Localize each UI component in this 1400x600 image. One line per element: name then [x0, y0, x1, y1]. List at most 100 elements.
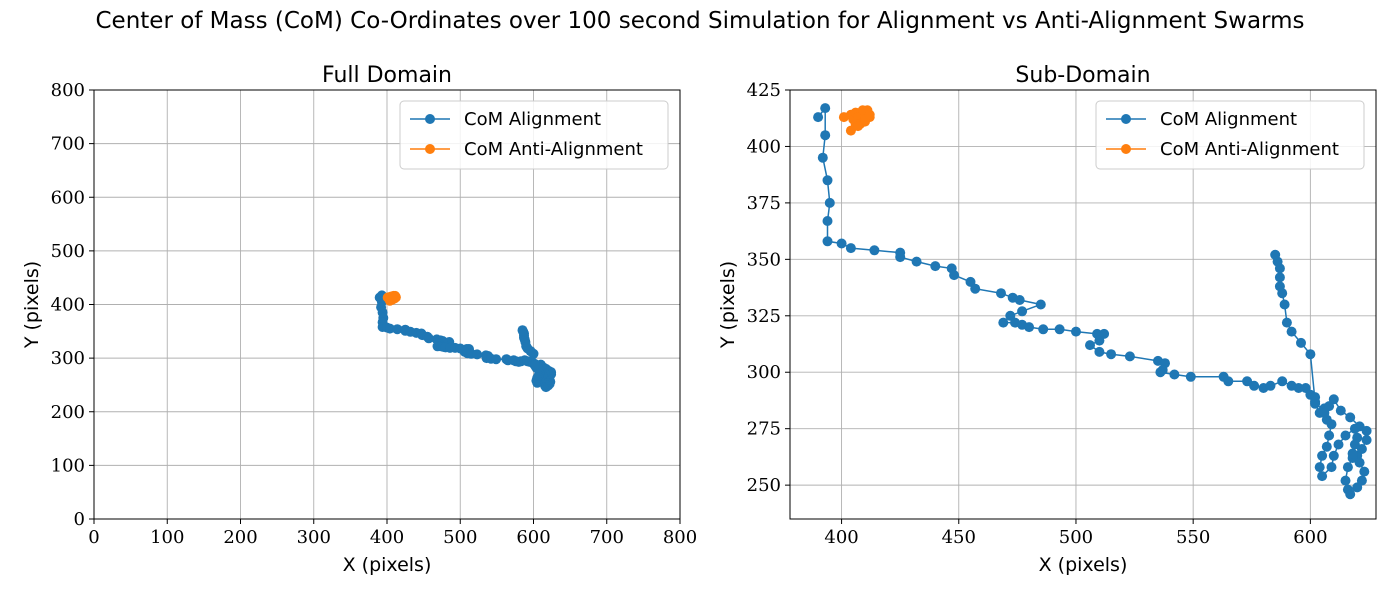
data-point	[1335, 405, 1346, 416]
data-point	[1328, 450, 1339, 461]
data-point	[1094, 346, 1105, 357]
data-point	[1249, 380, 1260, 391]
y-tick-label: 500	[51, 241, 85, 262]
data-point	[1017, 306, 1028, 317]
data-point	[1347, 448, 1358, 459]
data-point	[1354, 457, 1365, 468]
x-tick-label: 500	[1059, 527, 1093, 548]
data-point	[1321, 441, 1332, 452]
data-point	[392, 324, 403, 335]
data-point	[1333, 439, 1344, 450]
axes-sub-domain: 400 450 500 550 600 250 275 300 325 350 375 400 425 S…	[717, 63, 1377, 576]
y-tick-label: 350	[747, 249, 781, 270]
data-point	[1349, 423, 1360, 434]
data-point	[853, 121, 863, 132]
data-point	[530, 360, 540, 371]
data-point	[1326, 462, 1337, 473]
data-point	[911, 256, 922, 267]
data-point	[1319, 407, 1330, 418]
x-tick-label: 400	[824, 527, 858, 548]
legend-label: CoM Anti-Alignment	[464, 139, 643, 160]
data-point	[1310, 396, 1321, 407]
y-tick-label: 400	[747, 136, 781, 157]
data-point	[1038, 324, 1049, 335]
series-alignment	[813, 103, 1372, 500]
data-point	[1277, 376, 1288, 387]
data-point	[472, 349, 483, 360]
legend-marker	[425, 114, 435, 124]
data-point	[1340, 475, 1351, 486]
y-tick-label: 400	[51, 295, 85, 316]
data-point	[1296, 337, 1306, 348]
legend-box	[1095, 100, 1365, 170]
legend: CoM Alignment CoM Anti-Alignment	[399, 100, 669, 170]
legend-label: CoM Alignment	[1160, 109, 1297, 130]
data-point	[824, 197, 835, 208]
data-point	[1274, 281, 1285, 292]
legend: CoM Alignment CoM Anti-Alignment	[1095, 100, 1365, 170]
data-point	[1281, 317, 1292, 328]
y-tick-label: 700	[51, 134, 85, 155]
data-point	[822, 216, 833, 226]
axes-full-domain: 0 100 200 300 400 500 600 700 800 0 100 200 300 400 50…	[21, 63, 697, 576]
data-point	[820, 130, 831, 141]
legend-entry: CoM Anti-Alignment	[1106, 139, 1339, 160]
data-point	[1094, 335, 1105, 346]
y-tick-label: 425	[747, 80, 781, 101]
legend-marker	[1121, 144, 1131, 154]
data-point	[1169, 369, 1180, 380]
data-point	[491, 354, 502, 365]
data-point	[1223, 376, 1234, 387]
data-point	[517, 325, 528, 336]
data-point	[1270, 249, 1281, 260]
data-point	[1361, 425, 1372, 436]
y-tick-label: 300	[51, 348, 85, 369]
data-point	[1359, 466, 1370, 477]
y-tick-label: 200	[51, 402, 85, 423]
data-point	[930, 261, 941, 272]
data-point	[390, 292, 401, 302]
data-point	[998, 317, 1009, 328]
figure-suptitle: Center of Mass (CoM) Co-Ordinates over 1…	[95, 8, 1305, 34]
grid-lines	[790, 89, 1376, 519]
data-point	[1024, 322, 1035, 333]
data-point	[1279, 299, 1290, 310]
y-tick-label: 275	[747, 419, 781, 440]
x-tick-label: 550	[1176, 527, 1210, 548]
x-tick-label: 100	[150, 527, 184, 548]
data-point	[1155, 367, 1166, 378]
x-tick-label: 400	[370, 527, 404, 548]
data-point	[1054, 324, 1065, 335]
data-point	[1340, 430, 1351, 441]
data-point	[384, 323, 395, 334]
data-point	[1305, 349, 1316, 360]
data-point	[869, 245, 880, 256]
data-point	[1317, 471, 1328, 482]
x-tick-label: 0	[88, 527, 99, 548]
data-point	[1293, 383, 1304, 393]
data-point	[1328, 394, 1339, 405]
data-point	[423, 333, 434, 344]
axes-title: Sub-Domain	[1015, 63, 1150, 88]
data-point	[996, 288, 1006, 299]
data-point	[845, 125, 856, 136]
data-point	[845, 243, 856, 254]
data-point	[1185, 371, 1196, 382]
data-point	[1035, 299, 1046, 310]
data-point	[1286, 326, 1297, 337]
y-tick-label: 600	[51, 187, 85, 208]
legend-label: CoM Alignment	[464, 109, 601, 130]
series-anti-alignment	[382, 290, 401, 306]
x-tick-label: 700	[590, 527, 624, 548]
data-point	[1314, 462, 1325, 473]
data-point	[1361, 435, 1372, 445]
data-point	[1265, 380, 1276, 391]
x-axis-label: X (pixels)	[1039, 554, 1128, 576]
ticks: 0 100 200 300 400 500 600 700 800 0 100 200 300 400 50…	[51, 80, 698, 548]
y-tick-label: 250	[747, 475, 781, 496]
legend-box	[399, 100, 669, 170]
legend-marker	[1121, 114, 1131, 124]
data-point	[1071, 326, 1081, 337]
data-point	[895, 252, 906, 263]
data-point	[836, 238, 847, 249]
